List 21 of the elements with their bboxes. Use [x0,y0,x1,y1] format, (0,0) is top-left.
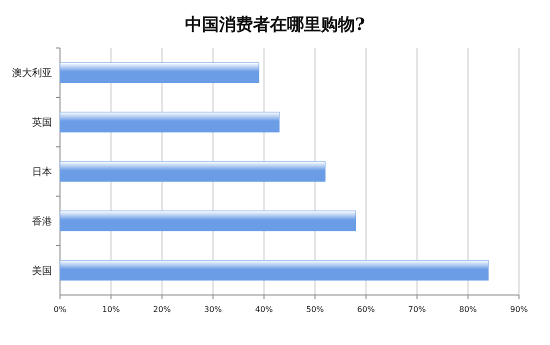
y-tick-label: 美国 [32,264,52,277]
y-tick-label: 英国 [32,116,52,129]
bar [60,260,489,281]
x-tick-label: 50% [306,305,324,314]
x-tick-label: 30% [204,305,222,314]
y-tick-label: 澳大利亚 [12,67,52,80]
x-tick-label: 20% [153,305,172,314]
x-tick-label: 90% [510,305,528,314]
x-tick-label: 0% [54,305,67,314]
x-tick-label: 10% [102,305,120,314]
x-tick-label: 70% [408,305,426,314]
bar [60,62,260,83]
bar [60,210,356,232]
y-tick-label: 香港 [32,215,52,228]
x-tick-label: 40% [255,305,274,314]
x-tick-label: 80% [459,305,478,314]
bar [60,161,326,182]
bar [60,112,280,132]
chart-title: 中国消费者在哪里购物? [185,15,366,35]
x-tick-label: 60% [357,305,376,314]
y-tick-label: 日本 [32,166,52,178]
